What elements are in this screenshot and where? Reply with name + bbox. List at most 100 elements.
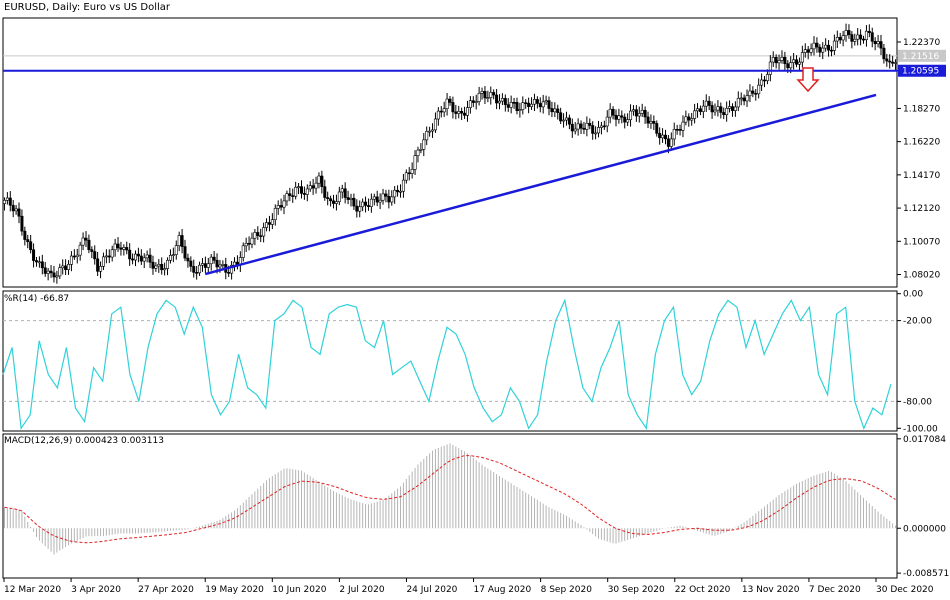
candle-body <box>157 264 161 267</box>
date-tick-label: 8 Sep 2020 <box>541 585 593 595</box>
candle-body <box>693 110 697 119</box>
candle-body <box>544 100 548 103</box>
candle-body <box>812 42 816 50</box>
candle-body <box>675 129 679 131</box>
wpr-line <box>2 298 892 430</box>
candle-body <box>792 59 796 63</box>
candle-body <box>390 196 394 203</box>
candle-body <box>37 261 41 264</box>
candle-body <box>786 63 790 69</box>
candle-body <box>728 106 732 109</box>
candle-body <box>876 41 880 45</box>
date-tick-label: 19 May 2020 <box>205 585 264 595</box>
candle-body <box>780 56 784 61</box>
candle-body <box>364 201 368 206</box>
price-tick-label: 1.14170 <box>903 171 940 181</box>
candle-body <box>200 263 204 266</box>
candle-body <box>567 117 571 125</box>
candle-body <box>777 60 781 64</box>
candle-body <box>838 36 842 41</box>
candle-body <box>771 57 775 63</box>
candle-body <box>538 103 542 108</box>
candle-body <box>681 121 685 131</box>
date-tick-label: 2 Jul 2020 <box>339 585 384 595</box>
candle-body <box>524 102 528 104</box>
macd-tick-label: -0.008571 <box>903 569 949 579</box>
candle-body <box>468 100 472 108</box>
candle-body <box>486 97 490 99</box>
candle-body <box>343 188 347 198</box>
candle-body <box>803 49 807 53</box>
current-price-tag-label: 1.21516 <box>902 52 939 62</box>
candle-body <box>346 197 350 200</box>
candle-body <box>463 112 467 116</box>
candle-body <box>617 115 621 120</box>
panel-frame-2 <box>2 290 898 432</box>
panel-frame-1 <box>2 17 898 288</box>
candle-body <box>116 243 120 249</box>
current-price-tag <box>898 49 946 62</box>
candle-body <box>349 197 353 200</box>
candle-body <box>323 186 327 198</box>
candle-body <box>827 44 831 51</box>
date-tick-label: 3 Apr 2020 <box>71 585 121 595</box>
candle-body <box>206 263 210 268</box>
candle-body <box>416 149 420 157</box>
date-tick-label: 22 Oct 2020 <box>675 585 731 595</box>
macd-tick-label: 0.017084 <box>903 435 946 445</box>
candle-body <box>227 272 231 274</box>
candle-body <box>591 125 595 134</box>
candle-body <box>518 109 522 111</box>
candle-body <box>457 111 461 114</box>
candle-body <box>725 108 729 116</box>
candle-body <box>428 130 432 133</box>
date-tick-label: 13 Nov 2020 <box>742 585 800 595</box>
candle-body <box>29 241 33 251</box>
candle-body <box>49 270 53 274</box>
candle-body <box>733 106 737 111</box>
candle-body <box>387 195 391 203</box>
candle-body <box>285 193 289 202</box>
candle-body <box>375 196 379 203</box>
candle-body <box>433 118 437 131</box>
candle-body <box>46 270 50 274</box>
candle-body <box>279 205 283 208</box>
candle-body <box>489 92 493 98</box>
candle-body <box>334 201 338 204</box>
candle-body <box>722 112 726 116</box>
candle-body <box>690 118 694 121</box>
candle-body <box>579 123 583 129</box>
wpr-tick-label: -100.00 <box>903 424 938 434</box>
candle-body <box>483 91 487 99</box>
candle-body <box>626 119 630 123</box>
candle-body <box>93 251 97 260</box>
candles-group <box>2 23 898 284</box>
candle-body <box>72 255 76 258</box>
candle-body <box>605 116 609 127</box>
candle-body <box>2 200 6 204</box>
macd-title: MACD(12,26,9) 0.000423 0.003113 <box>4 436 164 446</box>
candle-body <box>265 222 269 228</box>
candle-body <box>64 265 68 270</box>
candle-body <box>107 255 111 258</box>
candle-body <box>203 263 207 268</box>
price-tick-label: 1.12120 <box>903 204 940 214</box>
candle-body <box>122 247 126 250</box>
candle-body <box>128 249 132 260</box>
candle-body <box>498 100 502 104</box>
wpr-tick-label: -20.00 <box>903 317 932 327</box>
candle-body <box>669 138 673 147</box>
wpr-tick-label: 0.00 <box>903 290 923 300</box>
candle-body <box>317 175 321 184</box>
candle-body <box>131 258 135 261</box>
candle-body <box>163 268 167 271</box>
candle-body <box>480 91 484 94</box>
wpr-tick-label: -80.00 <box>903 397 932 407</box>
candle-body <box>366 205 370 207</box>
candle-body <box>81 237 85 246</box>
candle-body <box>183 246 187 259</box>
candle-body <box>608 108 612 118</box>
candle-body <box>541 101 545 108</box>
candle-body <box>768 61 772 75</box>
candle-body <box>23 230 27 240</box>
